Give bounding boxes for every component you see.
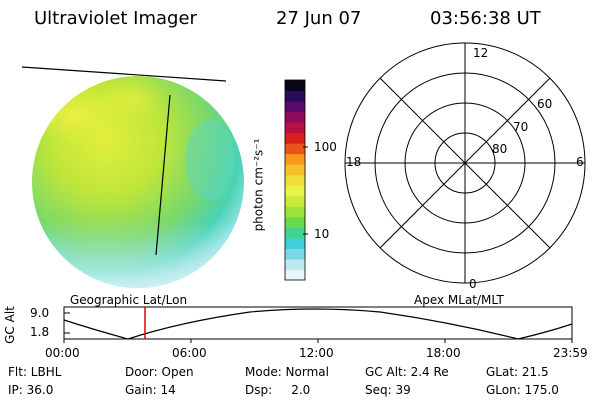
colorbar-unit-label: photon cm⁻²s⁻¹ [251, 138, 266, 232]
image-time: 03:56:38 UT [430, 8, 541, 29]
colorbar-segment [285, 174, 305, 186]
colorbar-segment [285, 90, 305, 102]
status-glat: GLat: 21.5 [486, 365, 549, 379]
colorbar-segment [285, 258, 305, 270]
colorbar-segment [285, 269, 305, 281]
status-ip: IP: 36.0 [8, 383, 54, 397]
mlt-label-6: 6 [576, 155, 584, 169]
color-scale-bar [285, 80, 305, 281]
colorbar-segment [285, 248, 305, 260]
uv-earth-image [21, 66, 244, 288]
colorbar-segment [285, 216, 305, 228]
polar-plot [344, 42, 586, 284]
status-gain: Gain: 14 [125, 383, 176, 397]
colorbar-segment [285, 143, 305, 155]
timeline-y-max: 9.0 [30, 306, 50, 320]
timeline-left-title: Geographic Lat/Lon [70, 293, 188, 307]
timeline-tick-0600: 06:00 [172, 346, 207, 360]
timeline-tick-0000: 00:00 [45, 346, 80, 360]
colorbar-segment [285, 122, 305, 134]
colorbar-segment [285, 195, 305, 207]
colorbar-segment [285, 237, 305, 249]
status-dsp: Dsp: 2.0 [245, 383, 311, 397]
status-glon: GLon: 175.0 [486, 383, 559, 397]
meridian-line [155, 94, 171, 256]
mlt-label-0: 0 [469, 277, 477, 291]
mlt-label-12: 12 [473, 46, 489, 60]
altitude-timeline [63, 306, 573, 343]
colorbar-segment [285, 132, 305, 144]
colorbar-tick-10: 10 [314, 227, 330, 241]
mlt-label-18: 18 [346, 155, 362, 169]
status-door: Door: Open [125, 365, 194, 379]
colorbar-segment [285, 153, 305, 165]
timeline-right-title: Apex MLat/MLT [414, 293, 504, 307]
app-title: Ultraviolet Imager [34, 8, 197, 29]
lat-label-70: 70 [513, 120, 529, 134]
timeline-y-label: GC Alt [2, 306, 17, 344]
lat-label-80: 80 [492, 142, 508, 156]
timeline-y-min: 1.8 [30, 325, 50, 339]
status-gc-alt: GC Alt: 2.4 Re [365, 365, 449, 379]
colorbar-segment [285, 227, 305, 239]
colorbar-segment [285, 185, 305, 197]
lat-label-60: 60 [537, 97, 553, 111]
colorbar-segment [285, 80, 305, 92]
timeline-tick-1200: 12:00 [299, 346, 334, 360]
timeline-tick-2359: 23:59 [553, 346, 588, 360]
colorbar-segment [285, 101, 305, 113]
status-mode: Mode: Normal [245, 365, 329, 379]
terminator-line [21, 66, 227, 82]
timeline-tick-1800: 18:00 [426, 346, 461, 360]
colorbar-segment [285, 206, 305, 218]
image-date: 27 Jun 07 [276, 8, 362, 29]
status-flt: Flt: LBHL [8, 365, 62, 379]
colorbar-segment [285, 164, 305, 176]
colorbar-tick-100: 100 [314, 140, 337, 154]
colorbar-segment [285, 111, 305, 123]
status-seq: Seq: 39 [365, 383, 411, 397]
